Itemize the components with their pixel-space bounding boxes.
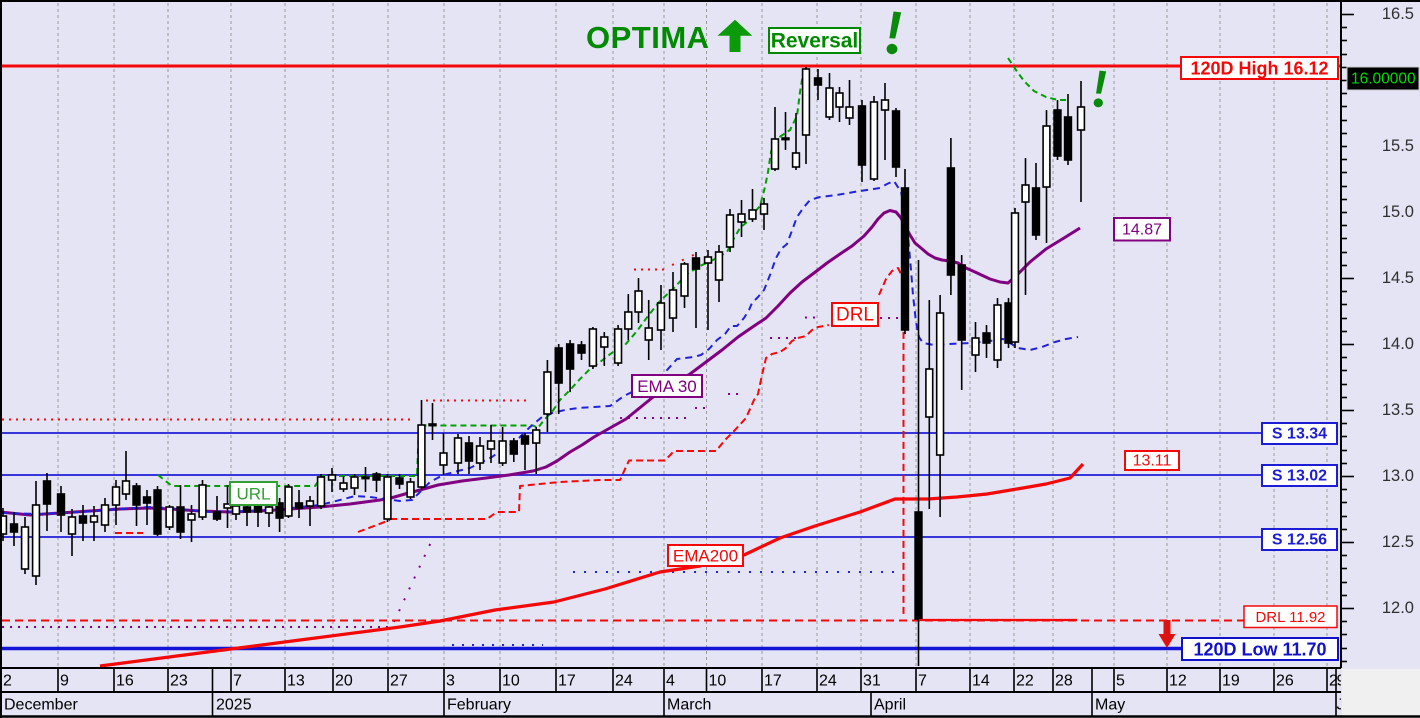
svg-text:2: 2 <box>3 673 12 690</box>
svg-text:S 12.56: S 12.56 <box>1272 532 1327 549</box>
svg-text:Reversal: Reversal <box>771 30 859 53</box>
svg-text:April: April <box>874 697 906 714</box>
svg-text:2: 2 <box>1329 673 1338 690</box>
svg-text:12.0: 12.0 <box>1382 599 1414 617</box>
svg-text:OPTIMA: OPTIMA <box>586 20 710 55</box>
svg-text:10: 10 <box>502 673 520 690</box>
svg-text:13.5: 13.5 <box>1382 401 1414 419</box>
svg-text:22: 22 <box>1016 673 1034 690</box>
svg-text:May: May <box>1095 697 1125 714</box>
svg-text:17: 17 <box>764 673 782 690</box>
svg-text:26: 26 <box>1276 673 1294 690</box>
svg-text:EMA 30: EMA 30 <box>637 377 697 396</box>
svg-text:S 13.02: S 13.02 <box>1272 468 1327 485</box>
svg-text:12: 12 <box>1169 673 1187 690</box>
svg-text:15.5: 15.5 <box>1382 137 1414 155</box>
svg-text:20: 20 <box>335 673 353 690</box>
svg-text:14: 14 <box>972 673 990 690</box>
svg-text:120D High 16.12: 120D High 16.12 <box>1190 59 1328 79</box>
svg-text:31: 31 <box>863 673 881 690</box>
svg-text:13: 13 <box>287 673 305 690</box>
svg-text:7: 7 <box>918 673 927 690</box>
svg-text:27: 27 <box>390 673 408 690</box>
svg-text:120D Low 11.70: 120D Low 11.70 <box>1193 640 1326 660</box>
svg-text:URL: URL <box>236 485 270 504</box>
svg-text:12.5: 12.5 <box>1382 533 1414 551</box>
svg-text:2025: 2025 <box>216 697 252 714</box>
svg-text:13.0: 13.0 <box>1382 467 1414 485</box>
svg-text:16.5: 16.5 <box>1382 5 1414 23</box>
svg-text:13.11: 13.11 <box>1133 453 1172 470</box>
svg-text:March: March <box>667 697 711 714</box>
svg-text:19: 19 <box>1222 673 1240 690</box>
svg-text:9: 9 <box>60 673 69 690</box>
svg-text:February: February <box>447 697 511 714</box>
svg-text:5: 5 <box>1116 673 1125 690</box>
svg-text:4: 4 <box>666 673 675 690</box>
svg-text:16: 16 <box>116 673 134 690</box>
svg-text:S 13.34: S 13.34 <box>1272 426 1327 443</box>
svg-text:EMA200: EMA200 <box>673 547 738 566</box>
svg-text:17: 17 <box>558 673 576 690</box>
svg-text:7: 7 <box>233 673 242 690</box>
svg-text:16.00000: 16.00000 <box>1351 71 1416 88</box>
svg-text:9: 9 <box>1337 673 1346 690</box>
svg-text:3: 3 <box>446 673 455 690</box>
svg-text:10: 10 <box>709 673 727 690</box>
svg-text:14.5: 14.5 <box>1382 269 1414 287</box>
svg-text:December: December <box>4 697 78 714</box>
svg-text:24: 24 <box>615 673 633 690</box>
svg-text:23: 23 <box>170 673 188 690</box>
svg-text:24: 24 <box>819 673 837 690</box>
svg-text:DRL: DRL <box>836 305 874 326</box>
svg-text:14.87: 14.87 <box>1122 221 1162 238</box>
svg-text:28: 28 <box>1055 673 1073 690</box>
svg-text:DRL 11.92: DRL 11.92 <box>1255 609 1325 626</box>
svg-text:14.0: 14.0 <box>1382 335 1414 353</box>
svg-text:15.0: 15.0 <box>1382 203 1414 221</box>
svg-text:June: June <box>1337 697 1372 714</box>
